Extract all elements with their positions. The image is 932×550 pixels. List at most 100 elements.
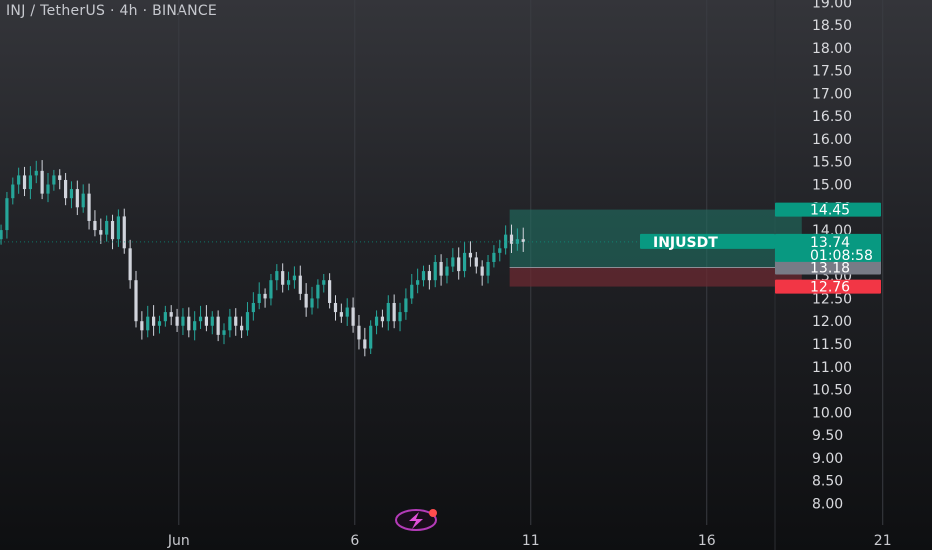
candle-body xyxy=(380,316,385,322)
y-tick-label: 19.00 xyxy=(812,0,852,11)
loss-zone xyxy=(509,267,802,287)
candle-body xyxy=(116,216,121,240)
x-tick-label: Jun xyxy=(167,533,190,549)
candle-body xyxy=(504,234,508,249)
candle-body xyxy=(34,170,38,176)
candle-body xyxy=(240,325,244,331)
candle-body xyxy=(46,184,50,194)
candle-body xyxy=(427,271,431,281)
candle-body xyxy=(468,252,473,258)
logo-dot xyxy=(429,509,437,517)
y-tick-label: 18.50 xyxy=(812,18,852,34)
candle-body xyxy=(410,284,414,299)
candle-body xyxy=(374,316,379,326)
candle-body xyxy=(416,280,420,285)
candle-body xyxy=(204,316,209,326)
candle-body xyxy=(17,175,21,185)
candle-body xyxy=(281,271,285,285)
countdown-label: 01:08:58 xyxy=(810,248,873,264)
y-tick-label: 15.50 xyxy=(812,155,852,171)
candle-body xyxy=(134,280,138,322)
candle-body xyxy=(404,298,408,313)
symbol-tag-bg xyxy=(640,233,775,249)
candle-body xyxy=(58,175,62,180)
candle-body xyxy=(87,193,91,221)
candle-body xyxy=(22,175,27,190)
candle-body xyxy=(251,302,255,313)
candle-body xyxy=(363,339,367,349)
candle-body xyxy=(421,271,426,281)
candle-body xyxy=(486,261,490,276)
candle-body xyxy=(110,220,115,240)
candle-body xyxy=(0,230,3,240)
candle-body xyxy=(328,280,332,303)
candle-body xyxy=(292,275,297,281)
candle-body xyxy=(310,298,314,308)
current-price-tag-bg xyxy=(775,233,881,262)
candle-body xyxy=(304,293,308,308)
candle-body xyxy=(345,307,349,317)
candle-body xyxy=(439,261,443,276)
candle-body xyxy=(509,234,514,244)
candle-body xyxy=(245,312,250,331)
y-tick-label: 18.00 xyxy=(812,41,852,57)
candle-body xyxy=(398,312,402,322)
entry-price-tag-bg xyxy=(775,260,881,275)
candle-body xyxy=(228,316,232,331)
y-tick-label: 9.00 xyxy=(812,451,843,467)
candle-body xyxy=(357,325,361,340)
symbol-tag: INJUSDT xyxy=(653,235,718,251)
candle-body xyxy=(492,252,496,262)
stop-loss-tag: 12.76 xyxy=(810,280,850,296)
candle-body xyxy=(140,321,144,331)
y-tick-label: 16.00 xyxy=(812,132,852,148)
y-tick-label: 10.50 xyxy=(812,383,852,399)
candle-body xyxy=(157,321,162,326)
candle-body xyxy=(146,316,150,331)
candle-body xyxy=(275,271,279,281)
candle-body xyxy=(81,193,85,208)
candle-body xyxy=(99,230,103,235)
candle-body xyxy=(234,316,238,326)
y-tick-label: 8.00 xyxy=(812,496,843,512)
take-profit-tag: 14.45 xyxy=(810,203,850,219)
time-axis[interactable]: Jun 6 11 16 21 xyxy=(167,533,892,549)
candle-body xyxy=(216,316,220,335)
candle-body xyxy=(169,312,173,317)
candle-body xyxy=(122,216,126,249)
candle-body xyxy=(257,293,261,303)
candle-body xyxy=(163,312,167,322)
candle-body xyxy=(11,184,15,199)
candle-body xyxy=(351,307,355,326)
y-tick-label: 8.50 xyxy=(812,474,843,490)
y-tick-label: 9.50 xyxy=(812,428,843,444)
candle-body xyxy=(40,170,44,194)
candle-body xyxy=(175,316,179,326)
y-tick-label: 12.50 xyxy=(812,291,852,307)
candle-body xyxy=(210,316,214,326)
candle-body xyxy=(386,302,390,322)
candle-body xyxy=(457,257,461,272)
x-tick-label: 16 xyxy=(698,533,716,549)
x-tick-label: 6 xyxy=(350,533,359,549)
y-tick-label: 10.00 xyxy=(812,405,852,421)
candle-body xyxy=(298,275,302,294)
candle-body xyxy=(474,257,478,267)
candle-body xyxy=(105,220,109,235)
candlestick-series xyxy=(0,160,525,357)
y-tick-label: 17.00 xyxy=(812,86,852,102)
candle-body xyxy=(369,325,373,349)
candle-body xyxy=(152,316,156,326)
y-tick-label: 12.00 xyxy=(812,314,852,330)
take-profit-tag-bg xyxy=(775,202,881,217)
candle-body xyxy=(193,321,197,331)
candle-body xyxy=(392,302,396,322)
candle-body xyxy=(5,198,9,231)
candle-body xyxy=(451,257,455,267)
candle-body xyxy=(269,280,273,299)
candle-body xyxy=(28,175,32,190)
y-tick-label: 15.00 xyxy=(812,178,852,194)
candle-body xyxy=(480,266,484,276)
